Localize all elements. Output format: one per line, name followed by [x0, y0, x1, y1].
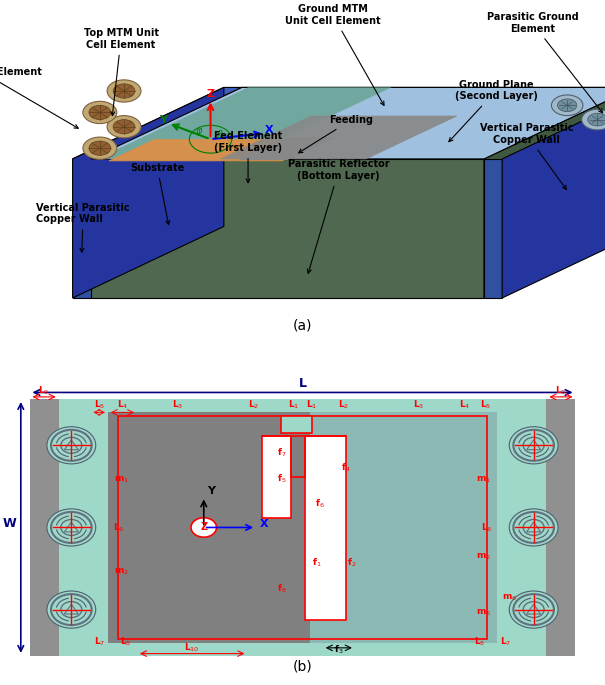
Circle shape: [509, 509, 558, 546]
Text: Top MTM Unit
Cell Element: Top MTM Unit Cell Element: [83, 28, 159, 116]
Circle shape: [581, 109, 605, 130]
Text: L$_1$: L$_1$: [288, 399, 299, 412]
Text: Fed Element
(First Layer): Fed Element (First Layer): [214, 132, 282, 183]
Text: Ground Plane
(Second Layer): Ground Plane (Second Layer): [449, 79, 537, 142]
Text: f$_5$: f$_5$: [278, 472, 287, 485]
Polygon shape: [91, 88, 605, 159]
Circle shape: [191, 518, 217, 537]
Circle shape: [107, 80, 141, 102]
Bar: [281, 416, 312, 433]
Text: L$_8$: L$_8$: [474, 636, 485, 648]
Text: L$_2$: L$_2$: [338, 399, 348, 412]
Bar: [306, 436, 346, 621]
Text: L$_3$: L$_3$: [413, 399, 424, 412]
Polygon shape: [220, 116, 457, 159]
Text: f$_8$: f$_8$: [278, 583, 287, 595]
Text: m$_6$: m$_6$: [476, 608, 491, 619]
Text: f$_7$: f$_7$: [278, 447, 287, 459]
Text: L$_7$: L$_7$: [94, 636, 105, 648]
Text: L$_9$: L$_9$: [555, 385, 567, 397]
Polygon shape: [73, 88, 242, 159]
Text: (b): (b): [293, 660, 312, 673]
Text: f$_2$: f$_2$: [347, 557, 356, 569]
Text: W: W: [2, 517, 16, 530]
Bar: [30, 399, 59, 656]
Circle shape: [113, 84, 135, 98]
Text: m$_2$: m$_2$: [476, 551, 491, 562]
Text: L$_7$: L$_7$: [500, 636, 511, 648]
Text: Z: Z: [200, 523, 208, 532]
Text: f$_6$: f$_6$: [315, 498, 325, 510]
Text: m$_1$: m$_1$: [114, 474, 129, 485]
Text: m$_1$: m$_1$: [476, 474, 491, 485]
Bar: [262, 436, 291, 518]
Bar: [546, 399, 575, 656]
Text: L$_8$: L$_8$: [120, 636, 131, 648]
Polygon shape: [109, 140, 327, 161]
Circle shape: [89, 105, 111, 120]
Text: L$_3$: L$_3$: [172, 399, 183, 412]
Text: Y: Y: [207, 486, 215, 496]
Polygon shape: [97, 88, 391, 159]
Text: L$_1$: L$_1$: [306, 399, 317, 412]
Text: L$_6$: L$_6$: [113, 521, 124, 534]
Polygon shape: [91, 88, 605, 159]
Polygon shape: [240, 138, 333, 160]
Text: Substrate: Substrate: [130, 163, 185, 225]
Text: Ground MTM
Unit Cell Element: Ground MTM Unit Cell Element: [285, 4, 384, 105]
Text: X: X: [265, 125, 273, 135]
Text: f$_3$: f$_3$: [334, 644, 343, 656]
Circle shape: [47, 509, 96, 546]
Text: Parasitic Top Element: Parasitic Top Element: [0, 68, 78, 128]
Polygon shape: [91, 159, 484, 298]
Circle shape: [83, 137, 117, 160]
Text: L$_4$: L$_4$: [459, 399, 471, 412]
Polygon shape: [502, 88, 605, 298]
Text: L: L: [298, 377, 307, 390]
Polygon shape: [484, 88, 605, 298]
Polygon shape: [484, 159, 502, 298]
Circle shape: [113, 120, 135, 134]
Circle shape: [552, 95, 583, 116]
Text: L$_5$: L$_5$: [94, 399, 105, 412]
Text: L$_{10}$: L$_{10}$: [185, 641, 200, 654]
Bar: [30, 399, 575, 656]
Text: Parasitic Reflector
(Bottom Layer): Parasitic Reflector (Bottom Layer): [288, 159, 390, 273]
Text: Z: Z: [206, 90, 215, 99]
Text: θ: θ: [217, 130, 223, 140]
Text: Vertical Parasitic
Copper Wall: Vertical Parasitic Copper Wall: [36, 203, 130, 252]
Polygon shape: [73, 159, 91, 298]
Circle shape: [47, 427, 96, 464]
Text: f$_1$: f$_1$: [312, 557, 322, 569]
Circle shape: [558, 99, 577, 112]
Text: f$_4$: f$_4$: [341, 462, 351, 475]
Text: Feeding: Feeding: [299, 115, 373, 153]
Circle shape: [89, 141, 111, 155]
Text: L$_9$: L$_9$: [38, 385, 50, 397]
Circle shape: [588, 113, 605, 126]
Text: L$_6$: L$_6$: [481, 521, 492, 534]
Polygon shape: [73, 88, 224, 298]
Bar: [108, 412, 497, 643]
Text: L$_4$: L$_4$: [117, 399, 128, 412]
Text: m$_6$: m$_6$: [502, 593, 517, 603]
Text: L$_2$: L$_2$: [247, 399, 259, 412]
Text: Y: Y: [159, 114, 168, 125]
Circle shape: [83, 101, 117, 123]
Text: m$_2$: m$_2$: [114, 566, 129, 577]
Text: L$_5$: L$_5$: [480, 399, 491, 412]
Text: Vertical Parasitic
Copper Wall: Vertical Parasitic Copper Wall: [480, 123, 573, 190]
Circle shape: [47, 591, 96, 628]
Text: φ: φ: [195, 127, 202, 136]
Circle shape: [509, 427, 558, 464]
Bar: [310, 412, 497, 643]
Text: (a): (a): [293, 319, 312, 333]
Text: Parasitic Ground
Element: Parasitic Ground Element: [486, 12, 603, 113]
Text: X: X: [260, 519, 269, 530]
Circle shape: [509, 591, 558, 628]
Bar: [118, 416, 486, 639]
Circle shape: [107, 116, 141, 138]
